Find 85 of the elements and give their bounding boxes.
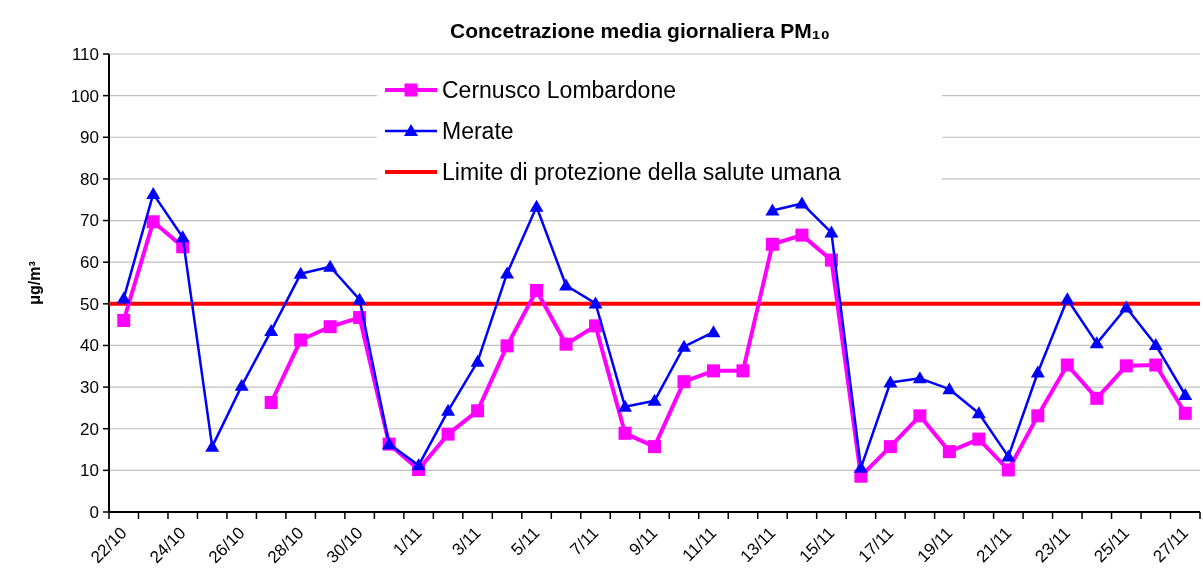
- point: [264, 323, 279, 336]
- y-tick-label: 30: [80, 378, 99, 398]
- point: [294, 333, 308, 347]
- legend-label: Merate: [442, 118, 514, 145]
- point: [116, 291, 131, 304]
- point: [912, 371, 927, 384]
- point: [411, 458, 426, 471]
- point: [559, 278, 574, 291]
- x-tick-label: 9/11: [625, 523, 662, 560]
- point: [1089, 336, 1104, 349]
- point: [293, 266, 308, 279]
- y-tick-label: 20: [80, 419, 99, 439]
- y-tick-label: 40: [80, 336, 99, 356]
- point: [117, 313, 131, 327]
- point: [1148, 338, 1163, 351]
- x-tick-label: 5/11: [507, 523, 544, 560]
- point: [588, 296, 603, 309]
- point: [470, 354, 485, 367]
- point: [1119, 359, 1133, 373]
- point: [471, 404, 485, 418]
- point: [146, 186, 161, 199]
- point: [234, 378, 249, 391]
- point: [441, 403, 456, 416]
- point: [648, 440, 661, 454]
- point: [736, 364, 750, 378]
- point: [706, 364, 720, 378]
- point: [1178, 388, 1193, 400]
- legend-label: Limite di protezione della salute umana: [442, 159, 842, 186]
- point: [441, 427, 455, 441]
- point: [1149, 358, 1163, 372]
- point: [323, 259, 338, 272]
- point: [913, 409, 927, 423]
- legend-label: Cernusco Lombardone: [442, 77, 676, 104]
- point: [794, 196, 809, 209]
- point: [883, 440, 897, 454]
- y-tick-label: 60: [80, 253, 99, 273]
- point: [765, 203, 780, 216]
- point: [1001, 463, 1015, 477]
- point: [883, 375, 898, 388]
- point: [146, 215, 160, 229]
- point: [530, 284, 544, 297]
- point: [1031, 409, 1045, 423]
- point: [971, 406, 986, 419]
- point: [676, 339, 691, 352]
- y-tick-label: 50: [80, 294, 99, 314]
- point: [559, 337, 573, 351]
- point: [618, 426, 632, 440]
- point: [264, 396, 278, 409]
- point: [1060, 292, 1075, 305]
- point: [824, 225, 839, 238]
- chart-title: Concetrazione media giornaliera PM₁₀: [450, 19, 830, 42]
- point: [1090, 391, 1104, 405]
- y-tick-label: 70: [80, 211, 99, 231]
- y-tick-label: 100: [70, 86, 99, 106]
- x-tick-label: 1/11: [389, 523, 426, 560]
- point: [1001, 449, 1016, 462]
- point: [205, 439, 220, 452]
- point: [500, 266, 515, 279]
- point: [853, 460, 868, 473]
- point: [1119, 300, 1134, 313]
- point: [500, 339, 514, 353]
- point: [618, 399, 633, 412]
- y-tick-label: 0: [89, 502, 99, 522]
- point: [1030, 365, 1045, 378]
- point: [323, 320, 337, 334]
- y-tick-label: 110: [71, 44, 99, 64]
- y-tick-label: 90: [80, 128, 99, 148]
- point: [765, 237, 779, 251]
- point: [352, 292, 367, 305]
- point: [942, 445, 956, 459]
- y-axis-title: μg/m³: [26, 261, 43, 305]
- point: [942, 382, 957, 395]
- point: [647, 393, 662, 406]
- point: [529, 199, 544, 212]
- point: [706, 325, 721, 338]
- y-tick-label: 80: [80, 169, 99, 189]
- point: [795, 228, 809, 242]
- point: [1060, 358, 1074, 372]
- y-tick-label: 10: [80, 461, 99, 481]
- x-tick-label: 3/11: [448, 523, 485, 560]
- point: [677, 375, 691, 389]
- point: [175, 230, 190, 243]
- point: [972, 432, 986, 446]
- point: [1178, 406, 1192, 420]
- x-tick-label: 7/11: [566, 523, 603, 560]
